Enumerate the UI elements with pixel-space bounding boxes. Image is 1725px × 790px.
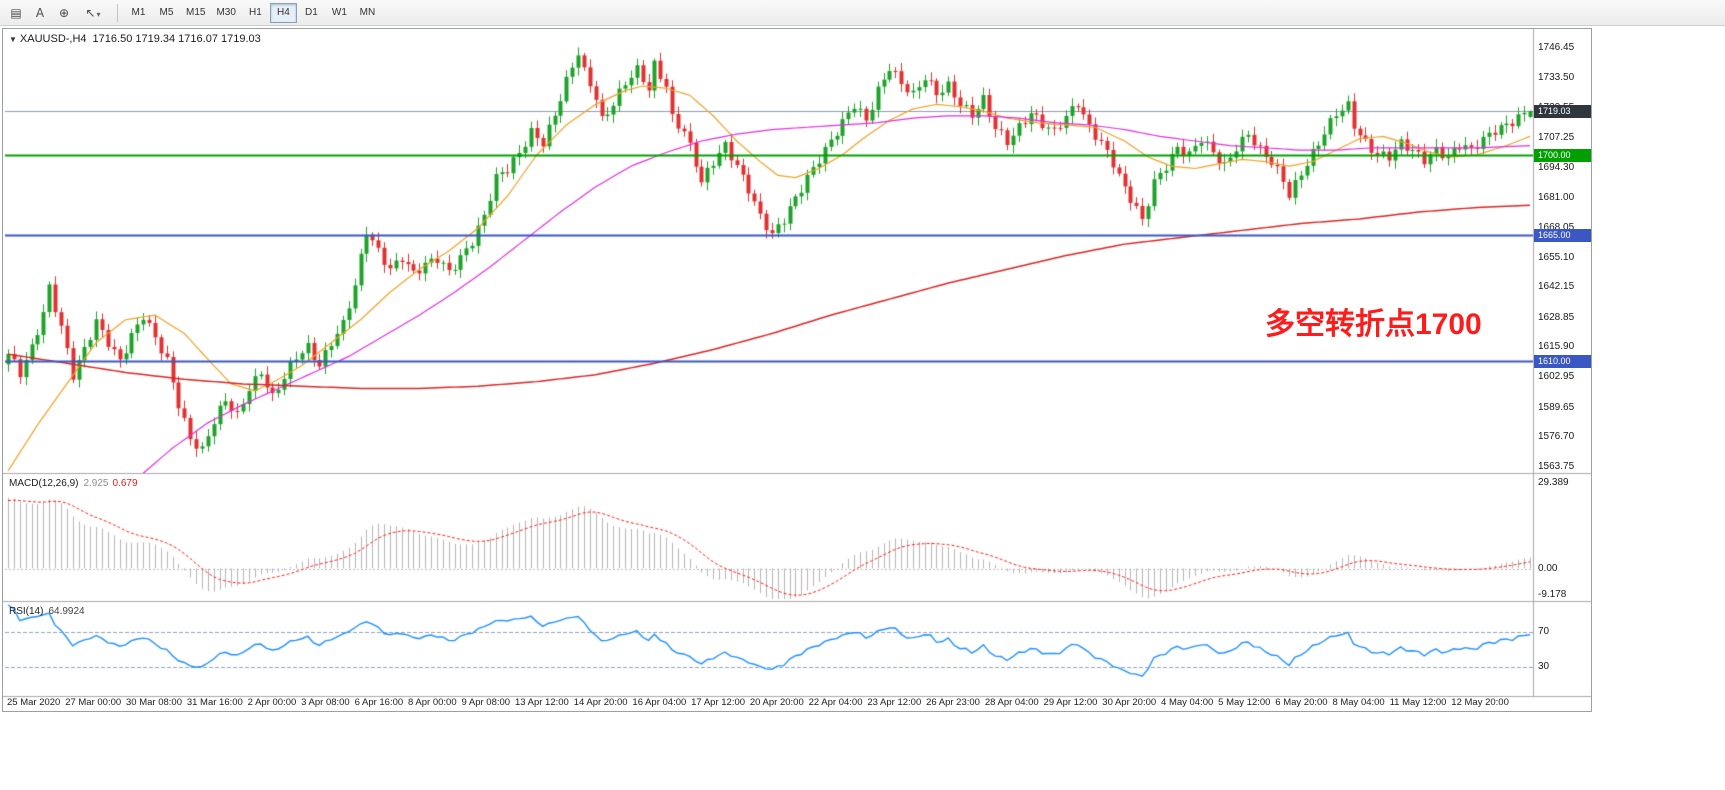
timeframe-h4-button[interactable]: H4 xyxy=(269,2,297,23)
timeframe-m30-button[interactable]: M30 xyxy=(211,3,240,23)
timeframe-m5-button[interactable]: M5 xyxy=(153,3,180,23)
timeframe-m15-button[interactable]: M15 xyxy=(181,3,210,23)
crosshair-tool-icon[interactable]: ⊕ xyxy=(52,2,76,24)
chevron-down-icon: ▾ xyxy=(96,9,101,19)
chart-list-icon[interactable]: ▤ xyxy=(4,2,28,24)
top-toolbar: ▤ A ⊕ ↖▾ M1 M5 M15 M30 H1 H4 D1 W1 MN xyxy=(0,0,1725,26)
chart-window: ▼ XAUUSD-,H4 1716.50 1719.34 1716.07 1719.… xyxy=(2,28,1592,712)
cursor-arrow-icon: ↖ xyxy=(85,5,96,20)
timeframe-m1-button[interactable]: M1 xyxy=(125,3,152,23)
timeframe-h1-button[interactable]: H1 xyxy=(242,3,269,23)
timeframe-w1-button[interactable]: W1 xyxy=(326,3,353,23)
toolbar-separator xyxy=(117,3,118,22)
timeframe-mn-button[interactable]: MN xyxy=(354,3,381,23)
timeframe-d1-button[interactable]: D1 xyxy=(298,3,325,23)
cursor-tool-icon[interactable]: ↖▾ xyxy=(76,2,110,24)
text-label-tool-button[interactable]: A xyxy=(28,2,52,24)
price-chart-canvas[interactable] xyxy=(3,29,1591,711)
